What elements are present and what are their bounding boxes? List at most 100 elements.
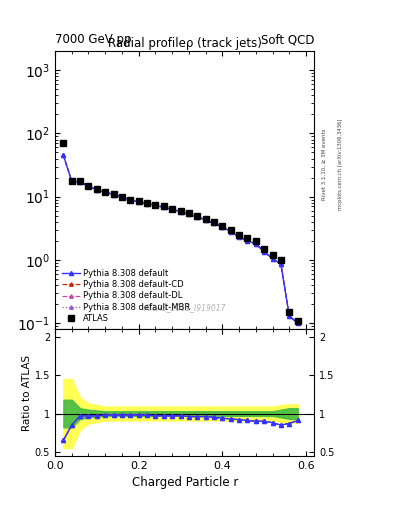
Pythia 8.308 default-DL [128, 197, 133, 203]
Text: ATLAS_2011_I919017: ATLAS_2011_I919017 [143, 304, 226, 313]
X-axis label: Charged Particle r: Charged Particle r [132, 476, 238, 489]
Pythia 8.308 default [270, 255, 275, 262]
Pythia 8.308 default-DL [119, 194, 124, 200]
Pythia 8.308 default-CD [295, 320, 300, 326]
Pythia 8.308 default-CD [228, 228, 233, 234]
Pythia 8.308 default [162, 204, 166, 210]
Text: Rivet 3.1.10, ≥ 3M events: Rivet 3.1.10, ≥ 3M events [322, 128, 327, 200]
Pythia 8.308 default-DL [212, 220, 217, 226]
Pythia 8.308 default-CD [119, 194, 124, 200]
Pythia 8.308 default-DL [237, 234, 241, 240]
Title: Radial profileρ (track jets): Radial profileρ (track jets) [108, 37, 262, 50]
Pythia 8.308 default-MBR [61, 152, 66, 158]
Pythia 8.308 default-MBR [78, 179, 83, 185]
ATLAS [136, 198, 141, 204]
Pythia 8.308 default-CD [187, 211, 191, 217]
Pythia 8.308 default-CD [145, 200, 149, 206]
Line: ATLAS: ATLAS [61, 140, 300, 323]
Pythia 8.308 default [111, 191, 116, 198]
Pythia 8.308 default-MBR [228, 228, 233, 234]
Pythia 8.308 default-CD [212, 220, 217, 226]
ATLAS [86, 182, 91, 188]
Pythia 8.308 default-DL [178, 208, 183, 215]
Pythia 8.308 default [128, 197, 133, 203]
ATLAS [279, 257, 283, 263]
ATLAS [78, 178, 83, 184]
Pythia 8.308 default-CD [178, 208, 183, 215]
Pythia 8.308 default-CD [103, 189, 108, 195]
Pythia 8.308 default-DL [220, 224, 225, 230]
ATLAS [270, 252, 275, 258]
Pythia 8.308 default [228, 228, 233, 234]
Pythia 8.308 default [136, 199, 141, 205]
Pythia 8.308 default-CD [195, 214, 200, 220]
Pythia 8.308 default-DL [203, 217, 208, 223]
Pythia 8.308 default-MBR [262, 249, 266, 255]
Pythia 8.308 default-MBR [153, 202, 158, 208]
Pythia 8.308 default-DL [111, 191, 116, 198]
Pythia 8.308 default [119, 194, 124, 200]
Pythia 8.308 default-MBR [279, 261, 283, 267]
Pythia 8.308 default-CD [61, 152, 66, 158]
Pythia 8.308 default-CD [253, 241, 258, 247]
Pythia 8.308 default-MBR [270, 255, 275, 262]
Pythia 8.308 default-DL [136, 199, 141, 205]
Pythia 8.308 default [61, 152, 66, 158]
Pythia 8.308 default-CD [153, 202, 158, 208]
Pythia 8.308 default-DL [78, 179, 83, 185]
Pythia 8.308 default [70, 178, 74, 184]
ATLAS [262, 246, 266, 252]
Pythia 8.308 default [86, 183, 91, 189]
Pythia 8.308 default-DL [287, 313, 292, 319]
Pythia 8.308 default-CD [128, 197, 133, 203]
ATLAS [153, 202, 158, 208]
Pythia 8.308 default-CD [111, 191, 116, 198]
Line: Pythia 8.308 default-CD: Pythia 8.308 default-CD [62, 154, 299, 325]
ATLAS [203, 216, 208, 222]
Pythia 8.308 default [245, 238, 250, 244]
Pythia 8.308 default [94, 187, 99, 193]
Pythia 8.308 default-DL [228, 228, 233, 234]
Pythia 8.308 default-DL [253, 241, 258, 247]
Pythia 8.308 default [287, 313, 292, 319]
Pythia 8.308 default-CD [136, 199, 141, 205]
ATLAS [287, 309, 292, 315]
Pythia 8.308 default-DL [94, 187, 99, 193]
ATLAS [295, 317, 300, 324]
Line: Pythia 8.308 default-MBR: Pythia 8.308 default-MBR [62, 154, 299, 325]
Pythia 8.308 default-CD [220, 224, 225, 230]
ATLAS [253, 238, 258, 244]
Pythia 8.308 default-MBR [70, 178, 74, 184]
Pythia 8.308 default-MBR [178, 208, 183, 215]
Pythia 8.308 default-MBR [187, 211, 191, 217]
Pythia 8.308 default [295, 320, 300, 326]
Pythia 8.308 default-MBR [128, 197, 133, 203]
Pythia 8.308 default-CD [94, 187, 99, 193]
Pythia 8.308 default-DL [103, 189, 108, 195]
ATLAS [178, 208, 183, 214]
Text: 7000 GeV pp: 7000 GeV pp [55, 33, 132, 46]
ATLAS [128, 197, 133, 203]
Pythia 8.308 default [170, 206, 174, 212]
Pythia 8.308 default [279, 261, 283, 267]
Pythia 8.308 default-DL [145, 200, 149, 206]
Pythia 8.308 default [262, 249, 266, 255]
Pythia 8.308 default [187, 211, 191, 217]
Text: mcplots.cern.ch [arXiv:1306.3436]: mcplots.cern.ch [arXiv:1306.3436] [338, 118, 343, 209]
Pythia 8.308 default-DL [70, 178, 74, 184]
Pythia 8.308 default-DL [162, 204, 166, 210]
Pythia 8.308 default-MBR [111, 191, 116, 198]
ATLAS [119, 194, 124, 200]
Pythia 8.308 default [153, 202, 158, 208]
Pythia 8.308 default [253, 241, 258, 247]
Pythia 8.308 default-MBR [136, 199, 141, 205]
Pythia 8.308 default-MBR [119, 194, 124, 200]
Pythia 8.308 default [145, 200, 149, 206]
Pythia 8.308 default-CD [245, 238, 250, 244]
Pythia 8.308 default-MBR [103, 189, 108, 195]
ATLAS [187, 210, 191, 216]
Pythia 8.308 default [203, 217, 208, 223]
Pythia 8.308 default-MBR [245, 238, 250, 244]
Pythia 8.308 default-DL [295, 320, 300, 326]
ATLAS [111, 191, 116, 197]
